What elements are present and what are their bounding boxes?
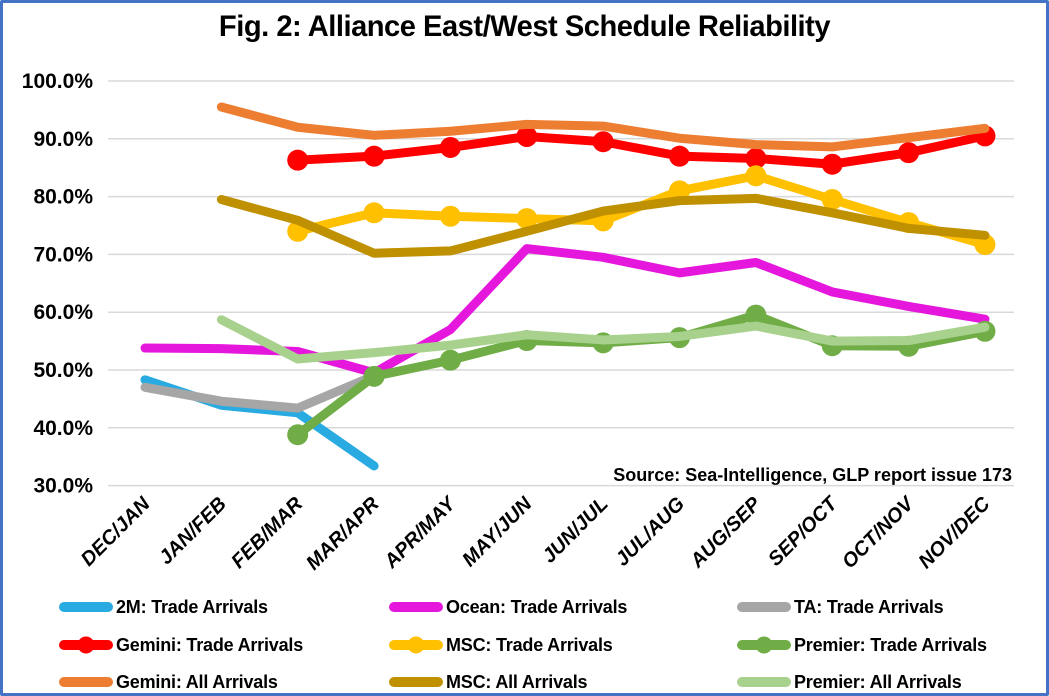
legend-swatch-ta-trade-arrivals	[737, 602, 791, 612]
series-line	[216, 193, 990, 258]
legend-item-gemini-all-arrivals: Gemini: All Arrivals	[58, 670, 278, 694]
y-axis-labels: 100.0% 90.0% 80.0% 70.0% 60.0% 50.0% 40.0% 30.0…	[22, 70, 94, 498]
legend-item-msc-trade-arrivals: MSC: Trade Arrivals	[388, 633, 613, 657]
legend-label: Premier: Trade Arrivals	[794, 634, 987, 655]
y-axis-tick-label: 70.0%	[33, 243, 93, 266]
data-point-marker	[516, 125, 538, 147]
series-msc-all-arrivals	[216, 193, 990, 258]
y-axis-tick-label: 30.0%	[33, 475, 93, 498]
legend-swatch-gemini-all-arrivals	[59, 677, 113, 687]
legend-swatch-premier-trade-arrivals	[737, 636, 791, 654]
data-point-marker	[363, 365, 385, 387]
legend-swatch-ocean-trade-arrivals	[389, 602, 443, 612]
legend-item-ocean-trade-arrivals: Ocean: Trade Arrivals	[388, 595, 627, 619]
chart-title: Fig. 2: Alliance East/West Schedule Reli…	[218, 10, 831, 43]
legend-label: TA: Trade Arrivals	[794, 596, 944, 617]
data-point-marker	[821, 153, 843, 175]
legend-label: MSC: Trade Arrivals	[446, 634, 613, 655]
series-line	[216, 315, 990, 364]
legend-label: 2M: Trade Arrivals	[116, 596, 268, 617]
series-line	[293, 131, 990, 169]
data-point-marker	[439, 205, 461, 227]
data-point-marker	[592, 131, 614, 153]
data-point-marker	[745, 165, 767, 187]
series-premier-all-arrivals	[216, 315, 990, 364]
legend-label: Gemini: Trade Arrivals	[116, 634, 304, 655]
legend-swatch-gemini-trade-arrivals	[59, 636, 113, 654]
series-line	[216, 102, 990, 152]
data-point-marker	[745, 147, 767, 169]
legend-swatch-msc-trade-arrivals	[389, 636, 443, 654]
data-point-marker	[439, 349, 461, 371]
legend-item-msc-all-arrivals: MSC: All Arrivals	[388, 670, 588, 694]
data-point-marker	[745, 304, 767, 326]
y-axis-tick-label: 90.0%	[33, 128, 93, 151]
series-ta-trade-arrivals	[140, 371, 379, 413]
legend-swatch-2m-trade-arrivals	[59, 602, 113, 612]
legend-item-ta-trade-arrivals: TA: Trade Arrivals	[736, 595, 944, 619]
data-point-marker	[669, 145, 691, 167]
data-point-marker	[363, 145, 385, 167]
legend-swatch-premier-all-arrivals	[737, 677, 791, 687]
y-axis-tick-label: 100.0%	[22, 70, 94, 93]
y-axis-tick-label: 60.0%	[33, 301, 93, 324]
legend-item-gemini-trade-arrivals: Gemini: Trade Arrivals	[58, 633, 303, 657]
data-point-marker	[287, 424, 309, 446]
legend-item-2m-trade-arrivals: 2M: Trade Arrivals	[58, 595, 268, 619]
legend-label: Gemini: All Arrivals	[116, 671, 278, 692]
data-point-marker	[363, 202, 385, 224]
series-line	[140, 371, 379, 413]
y-axis-tick-label: 50.0%	[33, 359, 93, 382]
series-gemini-trade-arrivals	[287, 125, 996, 175]
y-axis-tick-label: 80.0%	[33, 186, 93, 209]
source-note: Source: Sea-Intelligence, GLP report iss…	[613, 465, 1012, 485]
data-point-marker	[821, 188, 843, 210]
legend-item-premier-all-arrivals: Premier: All Arrivals	[736, 670, 962, 694]
data-point-marker	[898, 142, 920, 164]
series-gemini-all-arrivals	[216, 102, 990, 152]
legend-swatch-msc-all-arrivals	[389, 677, 443, 687]
legend-item-premier-trade-arrivals: Premier: Trade Arrivals	[736, 633, 987, 657]
data-point-marker	[287, 149, 309, 171]
data-point-marker	[516, 208, 538, 230]
legend-label: MSC: All Arrivals	[446, 671, 588, 692]
legend-label: Ocean: Trade Arrivals	[446, 596, 628, 617]
legend-label: Premier: All Arrivals	[794, 671, 962, 692]
y-axis-tick-label: 40.0%	[33, 417, 93, 440]
data-point-marker	[439, 136, 461, 158]
